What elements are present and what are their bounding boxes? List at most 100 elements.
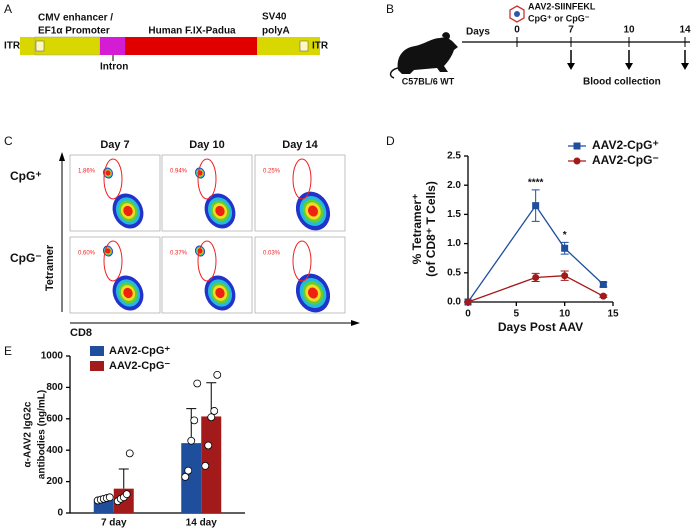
vector-label: AAV2-SIINFEKL xyxy=(528,1,596,11)
intron-label: Intron xyxy=(100,62,128,73)
data-point xyxy=(532,273,540,281)
legend-label: AAV2-CpG⁺ xyxy=(592,138,659,152)
gene-block xyxy=(125,37,257,55)
data-point xyxy=(201,461,210,470)
gate xyxy=(292,240,312,282)
x-tick-label: 14 day xyxy=(186,518,218,528)
data-point xyxy=(184,466,193,475)
error-bar xyxy=(118,468,129,489)
itr-label: ITR xyxy=(312,41,329,52)
y-tick-label: 2.0 xyxy=(447,180,461,191)
mouse-tail xyxy=(389,67,399,79)
construct-diagram xyxy=(20,36,320,61)
y-tick-label: 200 xyxy=(46,476,63,487)
gate xyxy=(292,158,312,200)
arrowhead xyxy=(351,320,360,326)
gate xyxy=(103,158,123,200)
flow-density xyxy=(105,170,111,176)
gate xyxy=(197,158,217,200)
flow-density xyxy=(215,287,225,299)
data-point xyxy=(187,436,196,445)
y-tick-label: 400 xyxy=(46,445,63,456)
y-tick-label: 1.0 xyxy=(447,238,461,249)
timeline-day: 7 xyxy=(568,25,574,36)
flow-plot-frame xyxy=(161,154,253,232)
data-point xyxy=(122,490,131,499)
polya-label: polyA xyxy=(262,26,290,37)
promoter-block xyxy=(34,36,101,56)
y-axis-label: % Tetramer⁺ xyxy=(410,194,424,265)
data-point xyxy=(190,416,199,425)
legend-label: AAV2-CpG⁺ xyxy=(109,345,170,357)
series-line xyxy=(467,204,604,303)
y-axis-label: α-AAV2 IgG2c xyxy=(23,401,34,467)
promoter-label: EF1α Promoter xyxy=(38,26,110,37)
gate-frequency: 0.25% xyxy=(263,169,281,175)
itr-box xyxy=(299,40,309,52)
flow-plot-frame xyxy=(69,236,161,314)
arrowhead xyxy=(59,152,65,161)
panel-label: D xyxy=(386,134,395,148)
flow-density xyxy=(123,205,133,217)
y-axis-label: antibodies (ng/mL) xyxy=(37,390,48,479)
sampling-label: Blood collection xyxy=(583,77,661,88)
arrowhead xyxy=(681,63,689,70)
data-point xyxy=(561,272,569,280)
y-tick-label: 0.5 xyxy=(447,267,461,278)
timeline-axis-label: Days xyxy=(466,27,490,38)
data-point xyxy=(193,379,202,388)
legend-swatch xyxy=(90,346,104,356)
data-point xyxy=(599,280,607,288)
legend-marker xyxy=(573,157,581,165)
arrowhead xyxy=(567,63,575,70)
legend-label: AAV2-CpG⁻ xyxy=(109,360,170,372)
x-axis-label: Days Post AAV xyxy=(498,320,583,334)
flow-axes xyxy=(59,152,360,326)
arrowhead xyxy=(625,63,633,70)
x-tick-label: 0 xyxy=(465,309,471,320)
vector-label: CpG⁺ or CpG⁻ xyxy=(528,13,590,23)
data-point xyxy=(599,292,607,300)
mouse-label: C57BL/6 WT xyxy=(402,76,455,86)
data-point xyxy=(532,202,540,210)
y-axis-label: (of CD8⁺ T Cells) xyxy=(424,181,438,277)
promoter-label: CMV enhancer / xyxy=(38,13,113,24)
y-tick-label: 600 xyxy=(46,413,63,424)
y-tick-label: 1000 xyxy=(41,351,64,362)
intron-block xyxy=(100,37,125,55)
flow-plot-frame xyxy=(161,236,253,314)
gate xyxy=(197,240,217,282)
legend-marker xyxy=(573,142,581,150)
flow-density xyxy=(215,205,225,217)
gate xyxy=(103,240,123,282)
polya-block xyxy=(257,37,300,55)
timeline-diagram xyxy=(389,5,690,79)
data-point xyxy=(213,370,222,379)
bar xyxy=(201,416,222,513)
x-tick-label: 7 day xyxy=(101,518,127,528)
gate-frequency: 1.86% xyxy=(78,169,96,175)
legend-swatch xyxy=(90,361,104,371)
flow-row-label: CpG⁻ xyxy=(10,251,42,265)
itr-label: ITR xyxy=(4,41,21,52)
flow-column-label: Day 10 xyxy=(189,139,224,151)
timeline-day: 10 xyxy=(623,25,635,36)
y-tick-label: 2.5 xyxy=(447,151,461,162)
flow-column-label: Day 14 xyxy=(282,139,318,151)
y-tick-label: 0 xyxy=(57,508,63,519)
series-line xyxy=(467,275,604,303)
flow-x-axis-label: CD8 xyxy=(70,327,92,339)
data-point xyxy=(204,441,213,450)
polya-label: SV40 xyxy=(262,12,287,23)
significance-label: **** xyxy=(528,178,544,189)
x-tick-label: 5 xyxy=(514,309,520,320)
y-tick-label: 1.5 xyxy=(447,209,461,220)
gate-frequency: 0.03% xyxy=(263,251,281,257)
data-point xyxy=(207,413,216,422)
data-point xyxy=(210,407,219,415)
x-tick-label: 10 xyxy=(559,309,571,320)
flow-column-label: Day 7 xyxy=(100,139,129,151)
gene-label: Human F.IX-Padua xyxy=(148,26,236,37)
panel-label: A xyxy=(4,2,12,16)
gate-frequency: 0.37% xyxy=(170,251,188,257)
